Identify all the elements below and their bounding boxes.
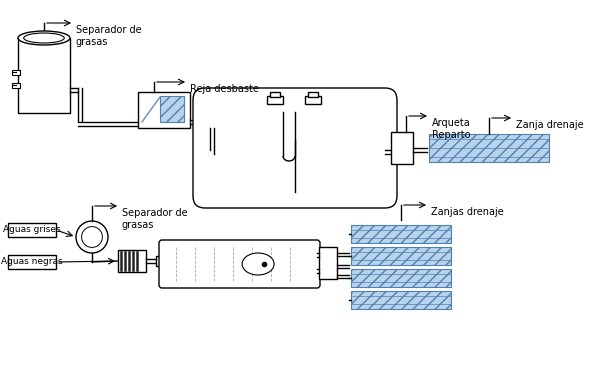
Bar [160, 96, 184, 122]
Bar [118, 250, 146, 272]
Bar [18, 38, 70, 113]
Bar [270, 92, 280, 97]
Text: Reja desbaste: Reja desbaste [190, 84, 259, 94]
Ellipse shape [242, 253, 274, 275]
Text: Arqueta
Reparto: Arqueta Reparto [432, 118, 471, 140]
Text: Zanja drenaje: Zanja drenaje [516, 120, 583, 130]
Bar [351, 269, 451, 287]
Bar [351, 291, 451, 309]
Text: Zanjas drenaje: Zanjas drenaje [431, 207, 504, 217]
Bar [308, 92, 318, 97]
Bar [156, 256, 162, 266]
Ellipse shape [18, 31, 70, 45]
FancyBboxPatch shape [159, 240, 320, 288]
Bar [391, 132, 413, 164]
Ellipse shape [76, 221, 108, 253]
Bar [8, 223, 56, 237]
Bar [351, 247, 451, 265]
Bar [12, 70, 20, 75]
Bar [351, 225, 451, 243]
Text: Aguas grises: Aguas grises [3, 225, 61, 234]
Bar [305, 96, 321, 104]
FancyBboxPatch shape [193, 88, 397, 208]
Bar [8, 255, 56, 269]
Bar [138, 92, 190, 128]
Text: Separador de
grasas: Separador de grasas [76, 25, 141, 47]
Bar [267, 96, 283, 104]
Bar [319, 247, 337, 279]
Bar [12, 83, 20, 88]
Bar [429, 134, 549, 162]
Text: Separador de
grasas: Separador de grasas [122, 208, 188, 229]
Text: Aguas negras: Aguas negras [1, 257, 63, 266]
